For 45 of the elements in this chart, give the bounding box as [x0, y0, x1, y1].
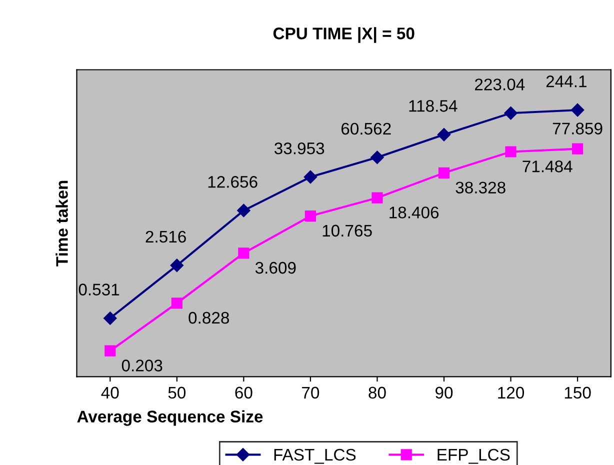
point [372, 192, 383, 204]
point [104, 345, 116, 356]
point [504, 106, 518, 120]
data-label: 0.531 [78, 284, 120, 296]
data-label: 18.406 [390, 206, 439, 218]
data-label: 0.203 [122, 360, 162, 372]
data-label: 33.953 [274, 142, 324, 154]
data-label: 118.54 [409, 100, 458, 112]
data-label: 38.328 [456, 182, 506, 194]
data-label: 3.609 [255, 262, 296, 274]
point [171, 298, 182, 309]
chart-title: CPU TIME |X| = 50 [273, 27, 414, 43]
x-tick-label: 50 [168, 386, 186, 399]
data-label: 12.656 [208, 176, 258, 188]
x-tick-label: 60 [235, 386, 252, 399]
point [238, 248, 250, 259]
x-tick-label: 80 [368, 386, 386, 399]
point [505, 146, 516, 158]
x-tick-label: 90 [436, 386, 453, 399]
data-label: 71.484 [522, 160, 572, 172]
x-tick-label: 40 [101, 386, 119, 399]
data-label: 10.765 [322, 224, 372, 237]
point [304, 170, 318, 184]
legend-label: FAST_LCS [274, 448, 356, 464]
point [237, 204, 250, 218]
point [370, 150, 384, 164]
data-label: 244.1 [546, 76, 586, 88]
data-label: 77.859 [552, 122, 602, 134]
point [570, 103, 584, 117]
legend-label: EFP_LCS [438, 448, 510, 464]
point [437, 128, 451, 142]
x-tick-label: 150 [564, 386, 591, 399]
point [438, 167, 450, 178]
x-tick-label: 120 [498, 386, 524, 399]
point [304, 210, 316, 222]
y-axis-title: Time taken [56, 180, 68, 266]
data-label: 0.828 [188, 312, 229, 324]
point [572, 143, 584, 154]
data-label: 2.516 [146, 230, 186, 243]
x-axis-title: Average Sequence Size [77, 410, 263, 426]
point [104, 312, 117, 325]
data-label: 60.562 [341, 122, 391, 135]
data-label: 223.04 [475, 78, 525, 90]
point [170, 258, 184, 272]
x-tick-label: 70 [302, 386, 320, 399]
